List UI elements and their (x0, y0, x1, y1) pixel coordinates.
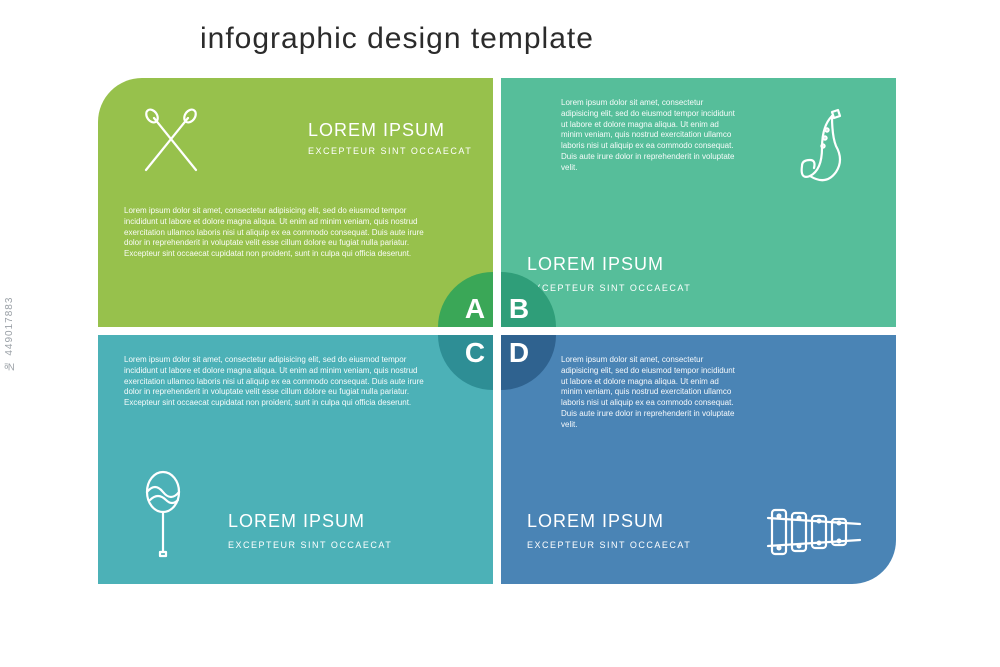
card-c-subtitle: EXCEPTEUR SINT OCCAECAT (228, 540, 392, 550)
drumsticks-icon (132, 106, 210, 184)
card-c-body: Lorem ipsum dolor sit amet, consectetur … (124, 355, 433, 409)
card-a-badge: A (438, 272, 493, 327)
maracas-icon (138, 470, 188, 560)
card-b-body: Lorem ipsum dolor sit amet, consectetur … (561, 98, 739, 174)
card-c-letter: C (465, 337, 485, 369)
card-a-letter: A (465, 293, 485, 325)
xylophone-icon (766, 504, 862, 560)
card-d-body: Lorem ipsum dolor sit amet, consectetur … (561, 355, 739, 431)
saxophone-icon (792, 106, 858, 196)
card-a-title: LOREM IPSUM (308, 120, 445, 141)
card-a-body: Lorem ipsum dolor sit amet, consectetur … (124, 206, 433, 260)
infographic-canvas: infographic design template № 449017883 … (0, 0, 1000, 667)
card-b-letter: B (509, 293, 529, 325)
stock-watermark: № 449017883 (4, 296, 15, 371)
card-d-title: LOREM IPSUM (527, 511, 664, 532)
card-b-title: LOREM IPSUM (527, 254, 664, 275)
card-c: Lorem ipsum dolor sit amet, consectetur … (98, 335, 493, 584)
card-c-badge: C (438, 335, 493, 390)
card-a: LOREM IPSUM EXCEPTEUR SINT OCCAECAT Lore… (98, 78, 493, 327)
card-d: Lorem ipsum dolor sit amet, consectetur … (501, 335, 896, 584)
card-a-subtitle: EXCEPTEUR SINT OCCAECAT (308, 146, 472, 156)
card-b-badge: B (501, 272, 556, 327)
card-b: Lorem ipsum dolor sit amet, consectetur … (501, 78, 896, 327)
card-b-subtitle: EXCEPTEUR SINT OCCAECAT (527, 283, 691, 293)
page-title: infographic design template (200, 22, 594, 56)
card-d-letter: D (509, 337, 529, 369)
card-grid: LOREM IPSUM EXCEPTEUR SINT OCCAECAT Lore… (98, 78, 896, 584)
card-d-subtitle: EXCEPTEUR SINT OCCAECAT (527, 540, 691, 550)
card-d-badge: D (501, 335, 556, 390)
card-c-title: LOREM IPSUM (228, 511, 365, 532)
